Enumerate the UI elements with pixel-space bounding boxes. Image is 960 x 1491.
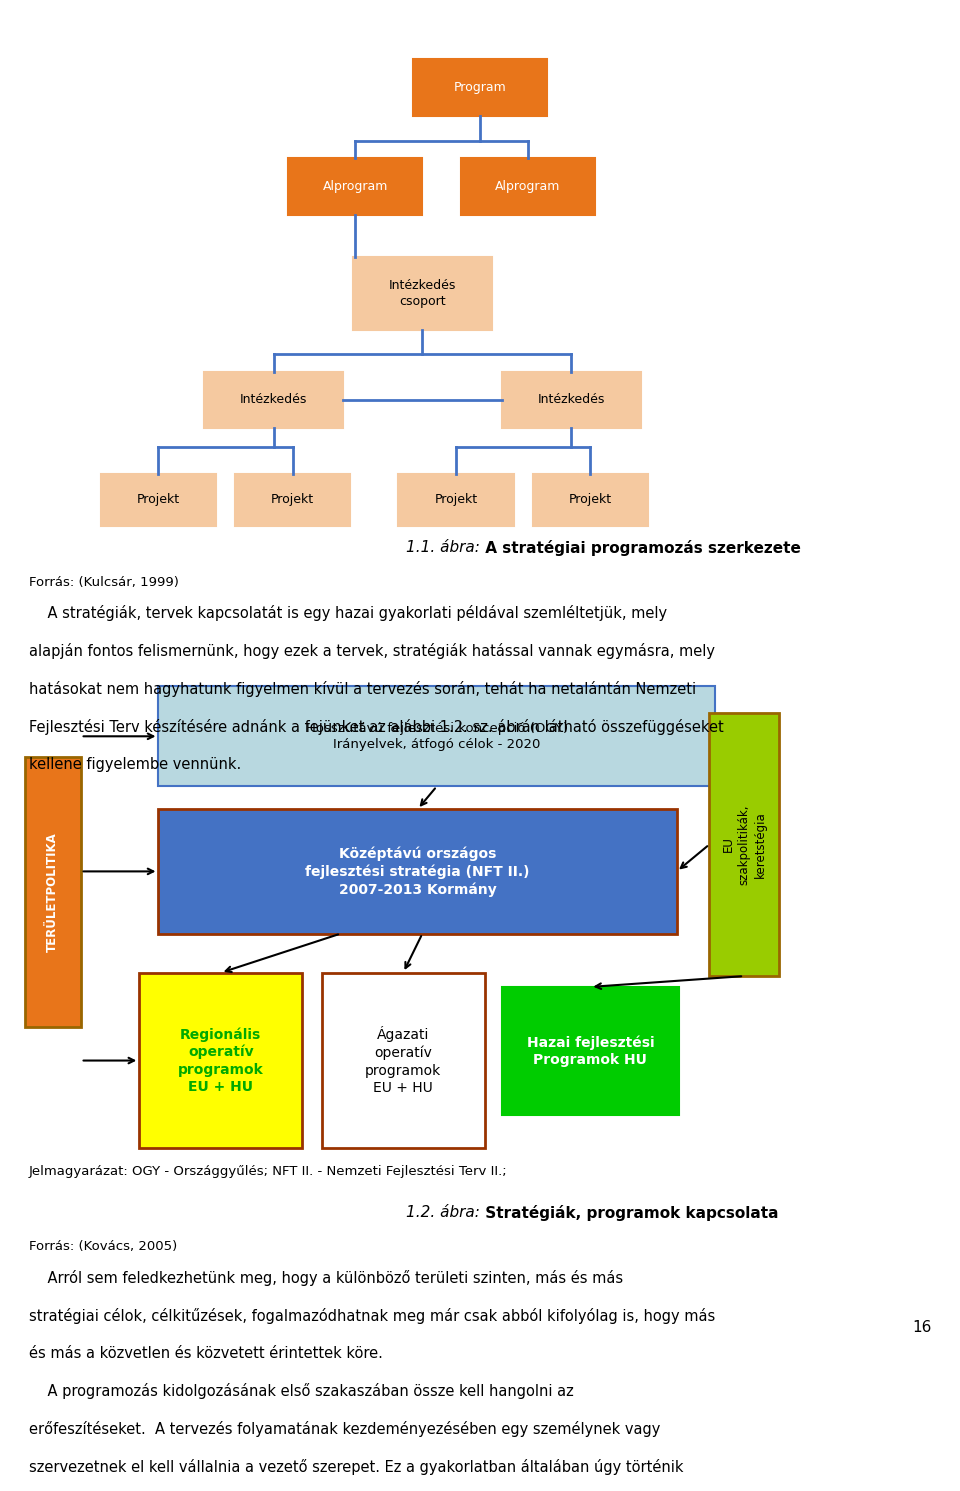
FancyBboxPatch shape <box>158 686 715 786</box>
Text: EU
szakpolitikák,
keretstégia: EU szakpolitikák, keretstégia <box>722 804 766 884</box>
FancyBboxPatch shape <box>25 756 81 1027</box>
Text: Hosszútávú fejlesztési koncepció (OGY)
Irányelvek, átfogó célok - 2020: Hosszútávú fejlesztési koncepció (OGY) I… <box>305 722 568 751</box>
Text: Program: Program <box>454 82 506 94</box>
FancyBboxPatch shape <box>501 371 641 428</box>
Text: Projekt: Projekt <box>137 494 180 507</box>
FancyBboxPatch shape <box>101 474 216 525</box>
Text: Stratégiák, programok kapcsolata: Stratégiák, programok kapcsolata <box>480 1205 779 1221</box>
Text: Fejlesztési Terv készítésére adnánk a fejünket az alábbi 1.2. sz. ábrán látható : Fejlesztési Terv készítésére adnánk a fe… <box>29 719 724 735</box>
Text: Intézkedés: Intézkedés <box>538 394 605 407</box>
Text: Intézkedés
csoport: Intézkedés csoport <box>389 279 456 307</box>
FancyBboxPatch shape <box>322 972 485 1148</box>
FancyBboxPatch shape <box>204 371 343 428</box>
Text: Projekt: Projekt <box>272 494 314 507</box>
Text: Középtávú országos
fejlesztési stratégia (NFT II.)
2007-2013 Kormány: Középtávú országos fejlesztési stratégia… <box>305 847 530 896</box>
FancyBboxPatch shape <box>235 474 350 525</box>
Text: hatásokat nem hagyhatunk figyelmen kívül a tervezés során, tehát ha netalántán N: hatásokat nem hagyhatunk figyelmen kívül… <box>29 681 696 696</box>
FancyBboxPatch shape <box>353 256 492 330</box>
Text: Jelmagyarázat: OGY - Országgyűlés; NFT II. - Nemzeti Fejlesztési Terv II.;: Jelmagyarázat: OGY - Országgyűlés; NFT I… <box>29 1164 508 1178</box>
Text: Forrás: (Kulcsár, 1999): Forrás: (Kulcsár, 1999) <box>29 576 179 589</box>
FancyBboxPatch shape <box>398 474 514 525</box>
Text: Ágazati
operatív
programok
EU + HU: Ágazati operatív programok EU + HU <box>365 1026 442 1094</box>
FancyBboxPatch shape <box>461 158 595 215</box>
Text: 1.1. ábra:: 1.1. ábra: <box>406 540 480 556</box>
FancyBboxPatch shape <box>709 713 779 977</box>
Text: Forrás: (Kovács, 2005): Forrás: (Kovács, 2005) <box>29 1241 177 1254</box>
Text: Hazai fejlesztési
Programok HU: Hazai fejlesztési Programok HU <box>527 1035 654 1068</box>
Text: 1.2. ábra:: 1.2. ábra: <box>406 1205 480 1220</box>
FancyBboxPatch shape <box>501 987 680 1115</box>
Text: kellene figyelembe vennünk.: kellene figyelembe vennünk. <box>29 756 241 771</box>
Text: Arról sem feledkezhetünk meg, hogy a különböző területi szinten, más és más: Arról sem feledkezhetünk meg, hogy a kül… <box>29 1270 623 1285</box>
Text: Projekt: Projekt <box>569 494 612 507</box>
Text: Projekt: Projekt <box>435 494 477 507</box>
FancyBboxPatch shape <box>533 474 648 525</box>
Text: Intézkedés: Intézkedés <box>240 394 307 407</box>
Text: erőfeszítéseket.  A tervezés folyamatának kezdeményezésében egy személynek vagy: erőfeszítéseket. A tervezés folyamatának… <box>29 1421 660 1437</box>
FancyBboxPatch shape <box>288 158 422 215</box>
FancyBboxPatch shape <box>413 60 547 116</box>
Text: 16: 16 <box>912 1320 931 1334</box>
FancyBboxPatch shape <box>158 810 677 933</box>
Text: Alprogram: Alprogram <box>495 180 561 192</box>
Text: A stratégiák, tervek kapcsolatát is egy hazai gyakorlati példával szemléltetjük,: A stratégiák, tervek kapcsolatát is egy … <box>29 605 667 622</box>
Text: és más a közvetlen és közvetett érintettek köre.: és más a közvetlen és közvetett érintett… <box>29 1345 383 1361</box>
Text: alapján fontos felismernünk, hogy ezek a tervek, stratégiák hatással vannak egym: alapján fontos felismernünk, hogy ezek a… <box>29 643 715 659</box>
Text: szervezetnek el kell vállalnia a vezető szerepet. Ez a gyakorlatban általában úg: szervezetnek el kell vállalnia a vezető … <box>29 1460 684 1475</box>
Text: TERÜLETPOLITIKA: TERÜLETPOLITIKA <box>46 832 60 951</box>
Text: A programozás kidolgozásának első szakaszában össze kell hangolni az: A programozás kidolgozásának első szakas… <box>29 1384 573 1400</box>
Text: A stratégiai programozás szerkezete: A stratégiai programozás szerkezete <box>480 540 801 556</box>
Text: Alprogram: Alprogram <box>323 180 388 192</box>
FancyBboxPatch shape <box>139 972 302 1148</box>
Text: Regionális
operatív
programok
EU + HU: Regionális operatív programok EU + HU <box>178 1027 264 1094</box>
Text: stratégiai célok, célkitűzések, fogalmazódhatnak meg már csak abból kifolyólag i: stratégiai célok, célkitűzések, fogalmaz… <box>29 1308 715 1324</box>
